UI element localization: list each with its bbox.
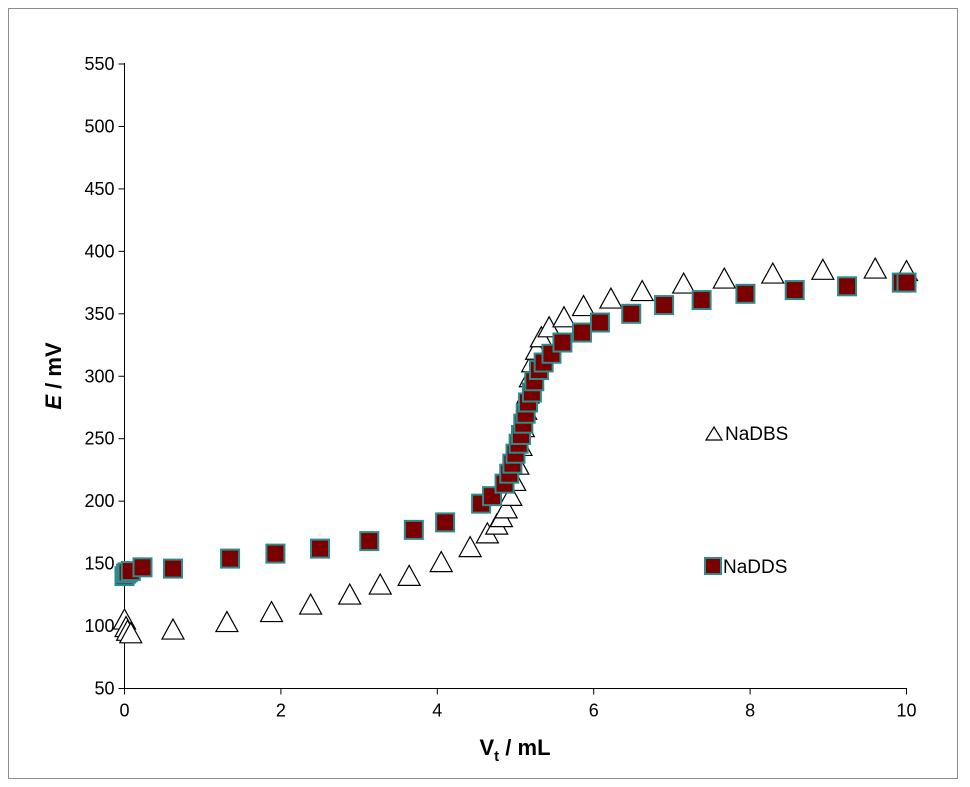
data-point-nadds bbox=[571, 322, 592, 343]
data-point-nadbs bbox=[551, 305, 576, 328]
data-point-nadbs bbox=[498, 484, 523, 507]
data-point-nadds bbox=[896, 272, 917, 293]
series-layer bbox=[112, 256, 919, 644]
x-tick-label: 10 bbox=[896, 701, 916, 721]
x-axis-title: Vt / mL bbox=[479, 735, 550, 765]
data-point-nadbs bbox=[630, 279, 655, 302]
data-point-nadbs bbox=[160, 617, 185, 640]
data-point-nadds bbox=[359, 531, 380, 552]
data-point-nadbs bbox=[671, 271, 696, 294]
data-point-nadds bbox=[552, 332, 573, 353]
data-point-nadds bbox=[310, 538, 330, 559]
data-point-nadbs bbox=[118, 621, 143, 644]
data-point-nadbs bbox=[712, 266, 737, 289]
chart-frame: 50 100 150 200 250 300 350 400 450 500 550 0 2 4 6 8 10… bbox=[8, 8, 958, 779]
legend-marker-nadds bbox=[704, 557, 722, 575]
axes bbox=[124, 63, 907, 689]
data-point-nadbs bbox=[298, 592, 323, 615]
data-point-nadbs bbox=[760, 261, 785, 284]
data-point-nadds bbox=[435, 512, 456, 533]
data-point-nadds bbox=[735, 283, 756, 304]
x-tick-label: 6 bbox=[589, 701, 599, 721]
data-point-nadbs bbox=[571, 294, 596, 317]
y-tick-label: 250 bbox=[84, 429, 114, 449]
chart-svg: 50 100 150 200 250 300 350 400 450 500 550 0 2 4 6 8 10… bbox=[41, 54, 919, 765]
y-tick-label: 150 bbox=[84, 554, 114, 574]
data-point-nadbs bbox=[214, 610, 239, 633]
x-tick-label: 8 bbox=[745, 701, 755, 721]
data-point-nadds bbox=[654, 295, 675, 316]
data-point-nadbs bbox=[259, 600, 284, 623]
data-point-nadds bbox=[784, 280, 805, 301]
y-tick-label: 500 bbox=[84, 116, 114, 136]
legend-marker-nadbs bbox=[704, 425, 724, 441]
data-point-nadds bbox=[621, 303, 642, 324]
y-tick-label: 100 bbox=[84, 616, 114, 636]
x-tick-label: 2 bbox=[276, 701, 286, 721]
data-point-nadds bbox=[403, 519, 424, 540]
data-point-nadbs bbox=[397, 564, 422, 586]
data-point-nadds bbox=[265, 543, 286, 564]
y-tick-label: 200 bbox=[84, 491, 114, 511]
data-point-nadbs bbox=[337, 582, 362, 605]
data-point-nadbs bbox=[598, 286, 623, 309]
legend: NaDBS NaDDS bbox=[704, 424, 788, 578]
y-axis-title: E / mV bbox=[41, 342, 66, 410]
data-point-nadbs bbox=[429, 550, 454, 573]
y-tick-label: 550 bbox=[84, 54, 114, 74]
data-point-nadds bbox=[691, 290, 712, 311]
y-tick-label: 350 bbox=[84, 304, 114, 324]
data-point-nadbs bbox=[810, 258, 835, 280]
series-nadds bbox=[114, 272, 917, 587]
data-point-nadds bbox=[132, 557, 153, 578]
data-point-nadds bbox=[162, 558, 183, 579]
y-tick-label: 450 bbox=[84, 179, 114, 199]
data-point-nadbs bbox=[458, 535, 483, 558]
y-tick-label: 50 bbox=[94, 679, 114, 699]
data-point-nadds bbox=[220, 548, 241, 569]
legend-label-nadds: NaDDS bbox=[723, 557, 787, 578]
legend-label-nadbs: NaDBS bbox=[725, 424, 788, 445]
y-tick-label: 300 bbox=[84, 366, 114, 386]
data-point-nadbs bbox=[368, 572, 393, 595]
x-tick-label: 0 bbox=[119, 701, 129, 721]
x-tick-label: 4 bbox=[432, 701, 442, 721]
data-point-nadds bbox=[837, 276, 858, 297]
data-point-nadds bbox=[589, 312, 610, 333]
y-ticks: 50 100 150 200 250 300 350 400 450 500 550 bbox=[84, 54, 125, 699]
data-point-nadbs bbox=[494, 496, 519, 519]
x-ticks: 0 2 4 6 8 10 bbox=[119, 688, 917, 721]
data-point-nadbs bbox=[863, 256, 888, 279]
y-tick-label: 400 bbox=[84, 241, 114, 261]
